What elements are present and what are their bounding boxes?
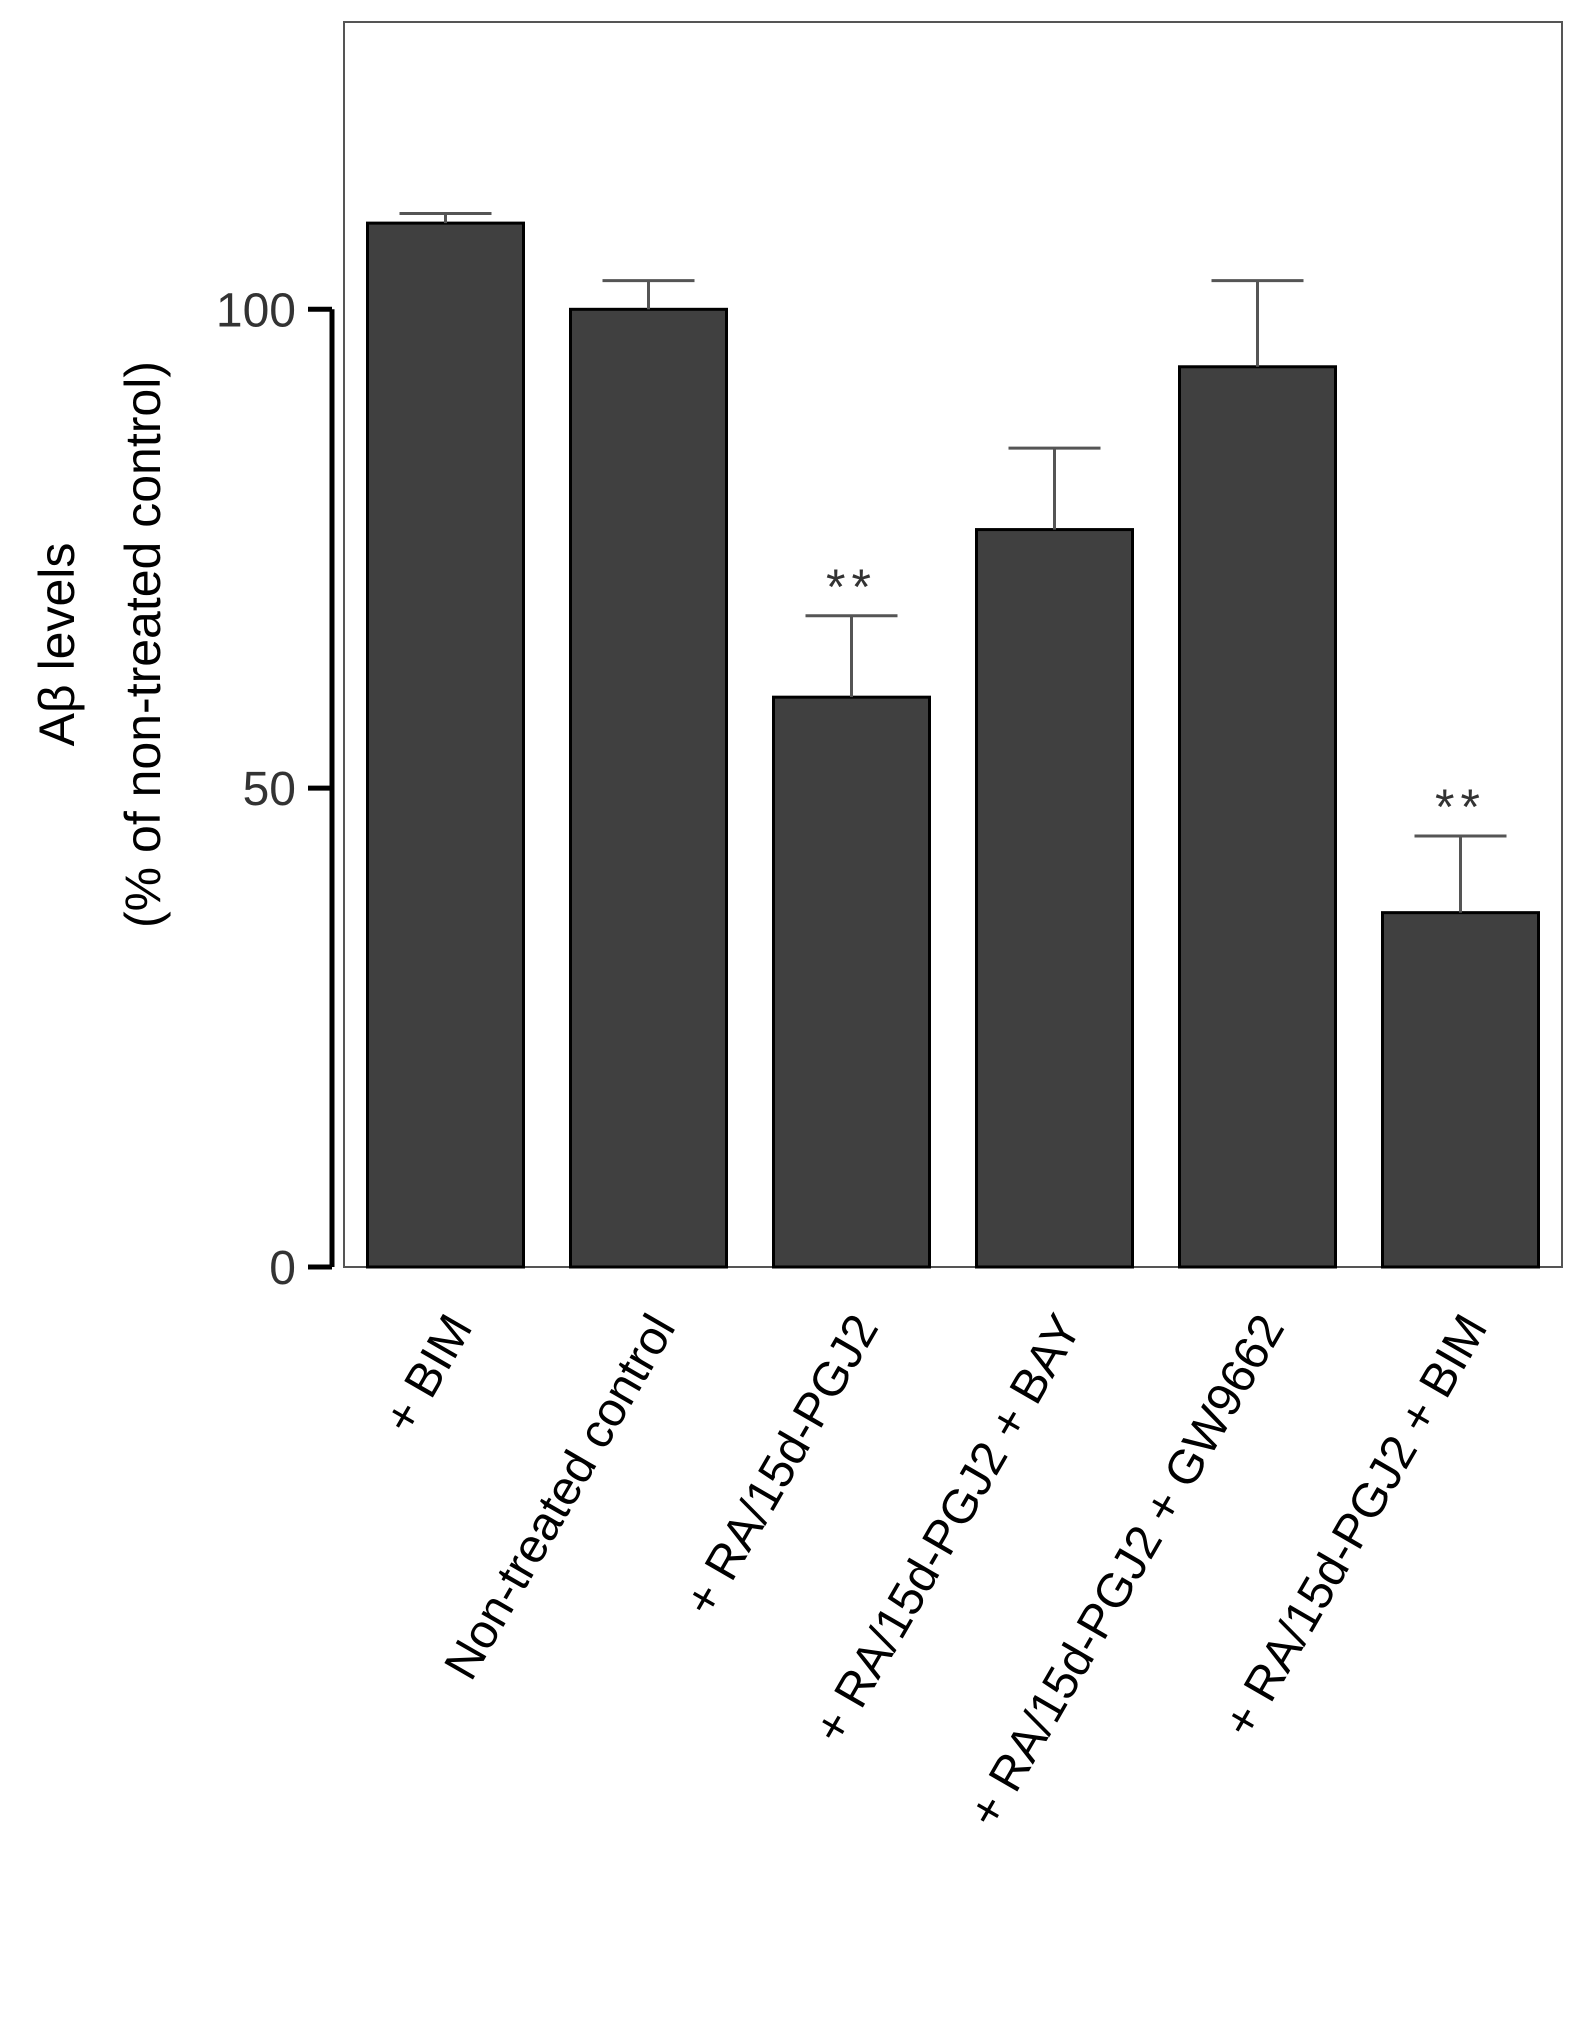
bar: [975, 528, 1134, 1269]
bar: [772, 695, 931, 1269]
plot-frame: [343, 21, 1563, 1268]
x-tick-label: + RA/15d-PGJ2: [674, 1306, 889, 1625]
x-tick-label: Non-treated control: [435, 1306, 686, 1688]
significance-label: **: [826, 559, 877, 615]
bar: [366, 221, 525, 1269]
y-tick-label: 50: [243, 763, 296, 816]
y-axis-label-line2: (% of non-treated control): [115, 361, 171, 928]
bar: [569, 307, 728, 1269]
y-tick-label: 0: [269, 1242, 296, 1295]
y-axis-label-line1: Aβ levels: [29, 543, 85, 747]
significance-label: **: [1435, 779, 1486, 835]
x-tick-label: + BIM: [374, 1306, 483, 1442]
bar: [1381, 911, 1540, 1269]
bar: [1178, 365, 1337, 1269]
y-tick-label: 100: [216, 284, 296, 337]
